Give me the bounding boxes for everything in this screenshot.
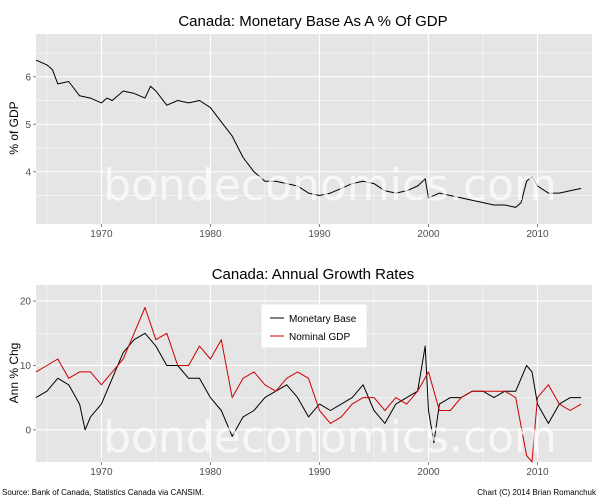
x-tick-label: 2010 bbox=[526, 467, 549, 478]
x-tick-label: 2000 bbox=[417, 229, 440, 240]
y-axis: 4 5 6 bbox=[25, 72, 36, 178]
series-lines bbox=[35, 59, 582, 208]
y-tick-label: 10 bbox=[20, 361, 32, 372]
x-tick-label: 1990 bbox=[308, 229, 331, 240]
grid bbox=[36, 285, 592, 462]
series-line-monetary-base bbox=[35, 332, 582, 444]
chart-title: Canada: Annual Growth Rates bbox=[212, 266, 415, 283]
series-line-monetary-base-of-gdp bbox=[35, 59, 582, 208]
x-axis: 1970 1980 1990 2000 2010 bbox=[90, 224, 549, 240]
y-axis: 0 10 20 bbox=[20, 297, 36, 436]
x-tick-label: 1970 bbox=[90, 467, 113, 478]
watermark: bondeconomics.com bbox=[103, 412, 557, 463]
x-axis: 1970 1980 1990 2000 2010 bbox=[90, 462, 549, 478]
y-tick-label: 0 bbox=[25, 425, 31, 436]
x-tick-label: 1980 bbox=[199, 467, 222, 478]
grid bbox=[36, 34, 592, 224]
x-tick-label: 2000 bbox=[417, 467, 440, 478]
x-tick-label: 1970 bbox=[90, 229, 113, 240]
credit-note: Chart (C) 2014 Brian Romanchuk bbox=[477, 488, 597, 497]
watermark: bondeconomics.com bbox=[103, 160, 557, 211]
series-lines bbox=[35, 307, 582, 463]
y-tick-label: 20 bbox=[20, 297, 32, 308]
y-tick-label: 4 bbox=[25, 167, 31, 178]
plot-panel bbox=[36, 34, 592, 224]
legend: Monetary Base Nominal GDP bbox=[261, 304, 367, 348]
y-axis-label: % of GDP bbox=[7, 101, 21, 154]
x-tick-label: 1980 bbox=[199, 229, 222, 240]
source-note: Source: Bank of Canada, Statistics Canad… bbox=[2, 488, 204, 497]
x-tick-label: 2010 bbox=[526, 229, 549, 240]
annual-growth-rates-chart: Canada: Annual Growth Rates bondeconomic… bbox=[7, 266, 592, 478]
y-axis-label: Ann % Chg bbox=[7, 343, 21, 404]
y-tick-label: 6 bbox=[25, 72, 31, 83]
legend-box bbox=[261, 304, 367, 348]
series-line-nominal-gdp bbox=[35, 307, 582, 463]
chart-title: Canada: Monetary Base As A % Of GDP bbox=[178, 13, 447, 30]
legend-label-nominal-gdp: Nominal GDP bbox=[289, 332, 350, 343]
y-tick-label: 5 bbox=[25, 120, 31, 131]
x-tick-label: 1990 bbox=[308, 467, 331, 478]
monetary-base-gdp-chart: Canada: Monetary Base As A % Of GDP bond… bbox=[7, 13, 592, 240]
legend-label-monetary-base: Monetary Base bbox=[289, 314, 357, 325]
